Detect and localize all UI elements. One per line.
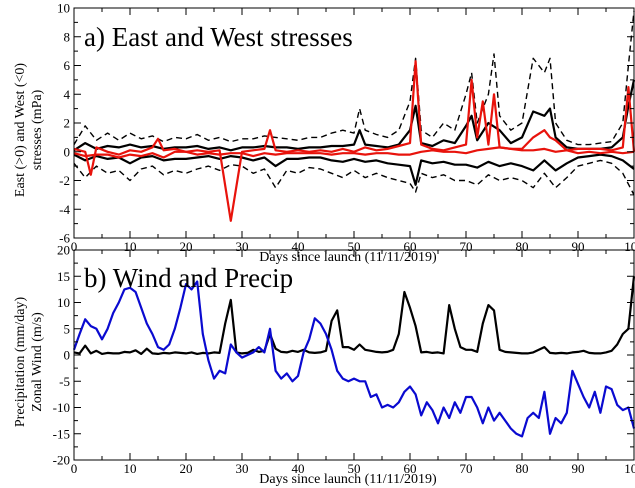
panel-b-xtick-label: 80 [516,461,529,476]
panel-b-ytick-label: 20 [57,243,70,258]
panel-b-xlabel: Days since launch (11/11/2019) [259,472,437,487]
panel-b-xtick-label: 40 [292,461,305,476]
panel-a-ytick-label: 10 [57,1,70,16]
panel-a-series-line-4 [73,153,635,186]
panel-a-xtick-label: 0 [71,239,78,254]
panel-b-ytick-label: -20 [53,453,70,468]
panel-b-ticks: 0 10 20 30 40 50 60 70 80 90 100 -20 -15 -10 -5 0 5 10 15 2… [53,243,635,477]
panel-a-ytick-label: 2 [64,116,71,131]
panel-a-ytick-label: -2 [59,173,70,188]
panel-b-wind-precip: 0 10 20 30 40 50 60 70 80 90 100 -20 -15 -10 -5 0 5 10 15 2… [13,243,635,487]
panel-b-ytick-label: -5 [59,374,70,389]
panel-a-series-line-2 [73,159,635,196]
panel-a-ytick-label: -6 [59,231,70,246]
panel-b-xtick-label: 10 [124,461,137,476]
panel-b-xtick-label: 50 [348,461,361,476]
panel-b-ytick-label: -10 [53,400,70,415]
panel-a-ylabel-line2: stresses (mPa) [30,89,45,170]
panel-a-series-line-3 [73,79,635,152]
panel-a-ytick-label: 4 [64,87,71,102]
panel-b-series-line-2 [72,280,635,438]
panel-b-xtick-label: 70 [460,461,473,476]
panel-b-ylabel-line1: Precipitation (mm/day) [13,297,28,428]
panel-b-title: b) Wind and Precip [84,263,293,293]
panel-a-title: a) East and West stresses [84,22,353,52]
panel-b-ytick-label: 5 [64,321,71,336]
panel-a-ytick-label: 6 [64,58,71,73]
panel-a-ytick-label: 8 [64,29,71,44]
panel-b-xtick-label: 30 [236,461,249,476]
panel-b-xtick-label: 100 [624,461,635,476]
panel-a-ytick-label: -4 [59,202,70,217]
panel-a-xtick-label: 100 [624,239,635,254]
panel-a-ytick-label: 0 [64,144,71,159]
panel-b-xtick-label: 20 [180,461,193,476]
panel-b-ytick-label: -15 [53,426,70,441]
panel-b-ytick-label: 15 [57,269,70,284]
panel-b-ylabel-line2: Zonal Wind (m/s) [30,312,45,412]
panel-a-ylabel-line1: East (>0) and West (<0) [13,63,28,197]
panel-a-series-group [73,10,635,222]
panel-b-ytick-label: 0 [64,348,71,363]
panel-b-xtick-label: 90 [572,461,585,476]
panel-a-series-line-5 [73,60,635,222]
panel-a-xlabel: Days since launch (11/11/2019) [259,250,437,265]
panel-a-series-line-1 [73,10,635,146]
panel-b-series-line-1 [73,276,635,355]
panel-b-series-group [72,276,635,438]
panel-b-ytick-label: 10 [57,295,70,310]
panel-b-xtick-label: 60 [404,461,417,476]
panel-a-series-line-6 [73,146,635,159]
panel-b-xtick-label: 0 [71,461,78,476]
